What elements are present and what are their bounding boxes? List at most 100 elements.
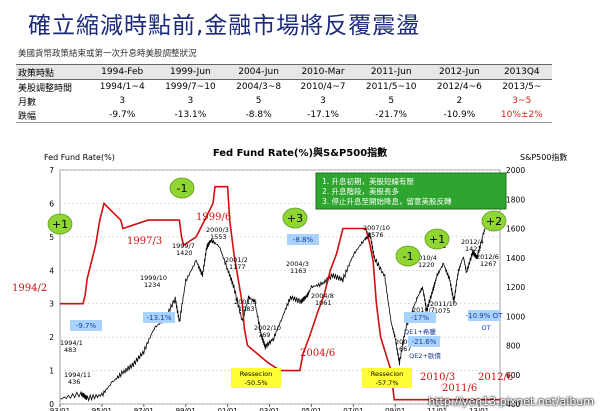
table-cell: -21.7%	[355, 108, 428, 123]
table-cell: 3	[119, 96, 126, 106]
drop-box	[404, 312, 436, 323]
table-cell: -13.1%	[154, 108, 227, 123]
row-label: 月數	[18, 97, 37, 108]
sp500-point-label: 769	[258, 331, 270, 339]
left-tick-label: 1	[49, 367, 54, 376]
x-tick-label: 13/01	[469, 407, 489, 411]
drop-box-label: -13.1%	[147, 314, 172, 322]
x-tick-label: 05/01	[301, 407, 321, 411]
drop-box-label: -10.9% OT	[466, 312, 503, 320]
table-cell: 2013/5~	[502, 82, 542, 92]
x-tick-label: 93/01	[50, 407, 70, 411]
table-row: 月數 3 3 5 3 5 2 3~5	[16, 94, 552, 108]
right-tick-label: 1600	[506, 225, 525, 234]
x-tick-label: 99/01	[176, 407, 196, 411]
sp500-point-label: 1163	[290, 267, 307, 275]
drop-box	[143, 312, 175, 323]
x-tick-label: 03/01	[259, 407, 279, 411]
row-label: 美股調整時間	[18, 83, 73, 94]
table-cell: 1994/1~4	[99, 82, 145, 92]
sp500-point-label: 2001/2	[225, 256, 248, 264]
x-tick-label: 01/01	[218, 407, 238, 411]
sp500-point-label: 1994/11	[64, 371, 91, 379]
sp500-point-label: 2002/10	[254, 324, 281, 332]
sp500-point-label: 2012/6	[476, 253, 499, 261]
sp500-point-label: 1420	[176, 249, 193, 257]
left-tick-label: 6	[49, 199, 54, 208]
signal-bubble-label: -1	[403, 250, 414, 263]
header-cell: 2004-Jun	[226, 64, 291, 80]
sp500-point-label: 1553	[210, 233, 227, 241]
left-tick-label: 3	[49, 300, 54, 309]
table-cell: 5	[388, 96, 395, 106]
recession-box	[362, 368, 412, 388]
drop-box	[468, 310, 500, 321]
signal-bubble-label: +2	[486, 215, 502, 228]
header-cell: 2011-Jun	[355, 64, 428, 80]
right-tick-label: 1800	[506, 195, 525, 204]
annotation-layer: 1994/21997/31999/62004/62010/32011/62012…	[12, 172, 513, 394]
signal-bubble-label: +1	[52, 218, 68, 231]
signal-bubble	[395, 245, 421, 267]
sp500-point-label: 2004/3	[286, 260, 309, 268]
table-header-row: 政策時點 1994-Feb 1999-Jun 2004-Jun 2010-Mar…	[16, 64, 552, 80]
table-cell: 2012/4~6	[436, 82, 482, 92]
chart-title: Fed Fund Rate(%)與S&P500指數	[213, 146, 387, 159]
sp500-point-label: 1576	[367, 231, 384, 239]
drop-box-label: -8.8%	[293, 236, 314, 244]
fed-rate-sp500-chart: Fed Fund Rate(%)與S&P500指數 Fed Fund Rate(…	[12, 146, 567, 411]
table-cell: -8.8%	[226, 108, 291, 123]
left-tick-label: 7	[49, 166, 54, 175]
header-cell: 1994-Feb	[90, 64, 155, 80]
sp500-point-label: 2010/4	[414, 254, 437, 262]
row-label: 跌幅	[16, 108, 90, 123]
rate-change-label: 1994/2	[12, 283, 47, 294]
drop-box-note: QE2+歐債	[409, 351, 441, 360]
series-layer	[59, 185, 500, 402]
left-tick-label: 0	[49, 400, 54, 409]
left-tick-label: 4	[49, 266, 54, 275]
header-cell: 2010-Mar	[290, 64, 356, 80]
right-tick-label: 1400	[506, 254, 525, 263]
sp500-point-label: 1075	[434, 307, 451, 315]
signal-bubble	[47, 213, 73, 235]
signal-bubble-label: -1	[177, 182, 188, 195]
sp500-point-label: 1994/1	[60, 339, 83, 347]
drop-box-note: OT	[481, 324, 490, 332]
left-axis-label: Fed Fund Rate(%)	[44, 153, 115, 162]
left-tick-label: 2	[49, 333, 54, 342]
recession-label: -57.7%	[376, 379, 399, 387]
table-cell: 2010/4~7	[300, 82, 346, 92]
sp500-point-label: 667	[399, 345, 411, 353]
right-tick-label: 1000	[506, 312, 525, 321]
right-tick-label: 2000	[506, 166, 525, 175]
drop-box	[408, 336, 440, 347]
table-row: 美股調整時間 1994/1~4 1999/7~10 2004/3~8 2010/…	[16, 80, 552, 95]
sp500-point-label: 1083	[238, 305, 255, 313]
table-cell: 3	[187, 96, 194, 106]
drop-box-label: -21.6%	[412, 338, 437, 346]
table-cell: -9.7%	[90, 108, 155, 123]
rate-change-label: 1997/3	[127, 236, 162, 247]
right-tick-label: 400	[506, 400, 521, 409]
x-tick-label: 11/01	[427, 407, 447, 411]
table-cell: -17.1%	[290, 108, 356, 123]
rate-change-label: 1999/6	[196, 212, 231, 223]
header-cell: 2012-Jun	[427, 64, 492, 80]
recession-label: Ressecion	[240, 370, 272, 378]
table-cell: 3	[320, 96, 326, 106]
sp500-point-label: 1061	[315, 299, 332, 307]
watermark-url: http://yen13.pixnet.net/album	[428, 395, 594, 408]
sp500-point-label: 1220	[418, 261, 435, 269]
sp500-point-label: 1422	[465, 245, 482, 253]
signal-bubble-label: +3	[287, 212, 303, 225]
table-cell: 2004/3~8	[236, 82, 282, 92]
rate-change-label: 2004/6	[300, 348, 335, 359]
x-tick-label: 07/01	[343, 407, 363, 411]
sp500-point-label: 436	[68, 378, 80, 386]
rate-change-label: 2011/6	[442, 383, 477, 394]
drop-box	[70, 320, 102, 331]
sp500-point-label: 1999/10	[140, 274, 167, 282]
left-tick-label: 5	[49, 233, 54, 242]
